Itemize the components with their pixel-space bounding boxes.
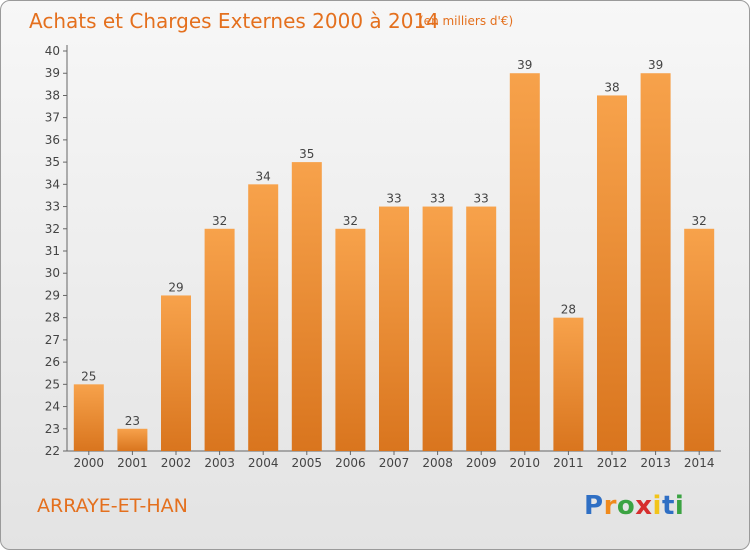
bar <box>291 162 322 451</box>
y-tick-label: 39 <box>45 66 60 80</box>
x-tick-label: 2014 <box>684 456 715 470</box>
logo-letter: x <box>635 491 653 521</box>
bar <box>379 206 409 451</box>
y-tick-label: 24 <box>45 400 60 414</box>
bar <box>117 428 148 451</box>
x-tick-label: 2008 <box>422 456 453 470</box>
proxiti-logo: Proxiti <box>584 491 684 521</box>
x-tick-label: 2012 <box>597 456 628 470</box>
x-tick-label: 2003 <box>204 456 235 470</box>
chart-title: Achats et Charges Externes 2000 à 2014 <box>29 9 439 33</box>
bar-value-label: 28 <box>561 303 576 317</box>
bar-value-label: 23 <box>125 414 140 428</box>
bar <box>248 184 279 452</box>
bar <box>597 95 627 451</box>
y-tick-label: 25 <box>45 377 60 391</box>
y-tick-label: 33 <box>45 200 60 214</box>
y-tick-label: 37 <box>45 111 60 125</box>
logo-letter: o <box>616 491 636 521</box>
x-tick-label: 2009 <box>466 456 497 470</box>
bar <box>204 228 235 451</box>
bar <box>553 317 584 451</box>
bar-value-label: 32 <box>343 214 358 228</box>
x-tick-label: 2001 <box>117 456 148 470</box>
logo-letter: r <box>603 491 617 521</box>
y-tick-label: 29 <box>45 288 60 302</box>
y-tick-label: 38 <box>45 88 60 102</box>
y-tick-label: 31 <box>45 244 60 258</box>
x-tick-label: 2006 <box>335 456 366 470</box>
bar <box>684 228 715 451</box>
x-tick-label: 2007 <box>379 456 410 470</box>
x-tick-label: 2004 <box>248 456 279 470</box>
bar <box>422 206 453 451</box>
y-tick-label: 36 <box>45 133 60 147</box>
y-tick-label: 34 <box>45 177 60 191</box>
y-tick-label: 32 <box>45 222 60 236</box>
logo-letter: t <box>661 491 675 521</box>
bar-value-label: 35 <box>299 147 314 161</box>
bar-value-label: 38 <box>604 80 619 94</box>
y-tick-label: 28 <box>45 311 60 325</box>
bar-value-label: 25 <box>81 369 96 383</box>
bar <box>509 73 540 451</box>
bar-value-label: 39 <box>517 58 532 72</box>
y-tick-label: 22 <box>45 444 60 458</box>
y-tick-label: 27 <box>45 333 60 347</box>
x-tick-label: 2013 <box>640 456 671 470</box>
logo-letter: i <box>652 491 662 521</box>
y-tick-label: 30 <box>45 266 60 280</box>
bar-value-label: 32 <box>692 214 707 228</box>
x-tick-label: 2002 <box>161 456 192 470</box>
bar-value-label: 34 <box>256 169 271 183</box>
chart-unit: (en milliers d'€) <box>419 14 514 28</box>
y-tick-label: 23 <box>45 422 60 436</box>
y-tick-label: 40 <box>45 44 60 58</box>
bar-value-label: 39 <box>648 58 663 72</box>
bar <box>335 228 366 451</box>
y-tick-label: 26 <box>45 355 60 369</box>
bar <box>466 206 497 451</box>
bar-value-label: 33 <box>386 192 401 206</box>
x-tick-label: 2010 <box>510 456 541 470</box>
bar <box>640 73 671 451</box>
logo-letter: i <box>674 491 685 521</box>
bar-value-label: 29 <box>168 280 183 294</box>
place-name: ARRAYE-ET-HAN <box>37 495 188 517</box>
x-tick-label: 2005 <box>292 456 323 470</box>
bar-value-label: 33 <box>430 192 445 206</box>
x-tick-label: 2011 <box>553 456 584 470</box>
logo-letter: P <box>584 491 604 521</box>
bar <box>161 295 191 451</box>
bar-value-label: 33 <box>474 192 489 206</box>
bar-value-label: 32 <box>212 214 227 228</box>
x-tick-label: 2000 <box>74 456 105 470</box>
y-tick-label: 35 <box>45 155 60 169</box>
bar <box>73 384 104 451</box>
